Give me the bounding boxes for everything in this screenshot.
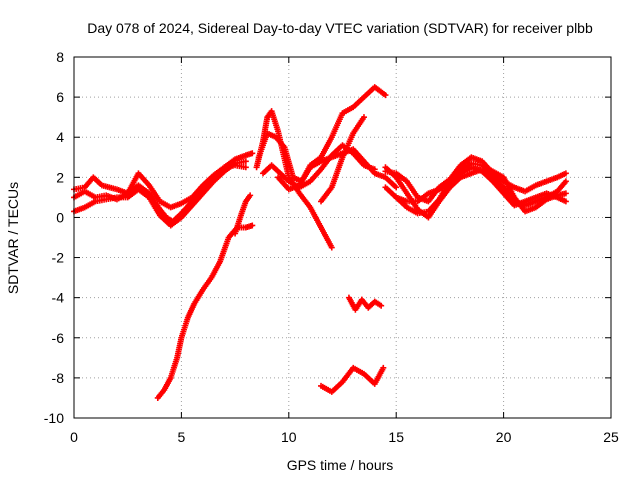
y-axis-label: SDTVAR / TECUs xyxy=(5,182,21,294)
y-tick-label: 8 xyxy=(56,49,64,65)
data-point xyxy=(249,150,256,157)
data-point xyxy=(242,164,249,171)
data-point xyxy=(378,302,385,309)
series-sat-n xyxy=(382,160,569,217)
y-tick-label: -10 xyxy=(44,410,64,426)
series-sat-a xyxy=(71,150,256,225)
data-point xyxy=(393,184,400,191)
plot-frame xyxy=(73,56,612,419)
grid xyxy=(74,57,611,418)
data-point xyxy=(247,192,254,199)
data-point xyxy=(249,222,256,229)
series-sat-k xyxy=(318,364,387,395)
data-point xyxy=(360,114,367,121)
data-point xyxy=(380,364,387,371)
series-sat-e xyxy=(232,192,254,237)
data-points xyxy=(71,84,569,401)
y-tick-label: 2 xyxy=(56,169,64,185)
series-sat-j xyxy=(318,114,367,205)
x-tick-label: 20 xyxy=(496,429,512,445)
series-sat-c xyxy=(71,162,249,211)
y-tick-label: -2 xyxy=(52,250,65,266)
y-tick-label: -4 xyxy=(52,290,65,306)
y-tick-label: 0 xyxy=(56,209,64,225)
series-sat-l xyxy=(345,294,385,313)
y-tick-label: 6 xyxy=(56,89,64,105)
series-sat-o xyxy=(382,154,569,205)
y-tick-label: 4 xyxy=(56,129,64,145)
series-sat-d xyxy=(154,222,256,401)
series-sat-b xyxy=(71,158,249,229)
x-tick-label: 25 xyxy=(603,429,619,445)
series-sat-p xyxy=(393,164,569,209)
data-point xyxy=(562,198,569,205)
data-point xyxy=(371,166,378,173)
data-point xyxy=(382,92,389,99)
data-point xyxy=(562,190,569,197)
x-tick-label: 15 xyxy=(388,429,404,445)
y-tick-label: -6 xyxy=(52,330,65,346)
data-point xyxy=(562,170,569,177)
x-axis-label: GPS time / hours xyxy=(287,457,394,473)
x-tick-label: 10 xyxy=(281,429,297,445)
series-sat-i xyxy=(275,84,389,193)
x-tick-label: 0 xyxy=(70,429,78,445)
data-point xyxy=(242,158,249,165)
y-tick-label: -8 xyxy=(52,370,65,386)
series-sat-h xyxy=(260,142,378,191)
chart-title: Day 078 of 2024, Sidereal Day-to-day VTE… xyxy=(87,20,593,36)
data-point xyxy=(328,244,335,251)
data-point xyxy=(562,178,569,185)
x-tick-label: 5 xyxy=(178,429,186,445)
